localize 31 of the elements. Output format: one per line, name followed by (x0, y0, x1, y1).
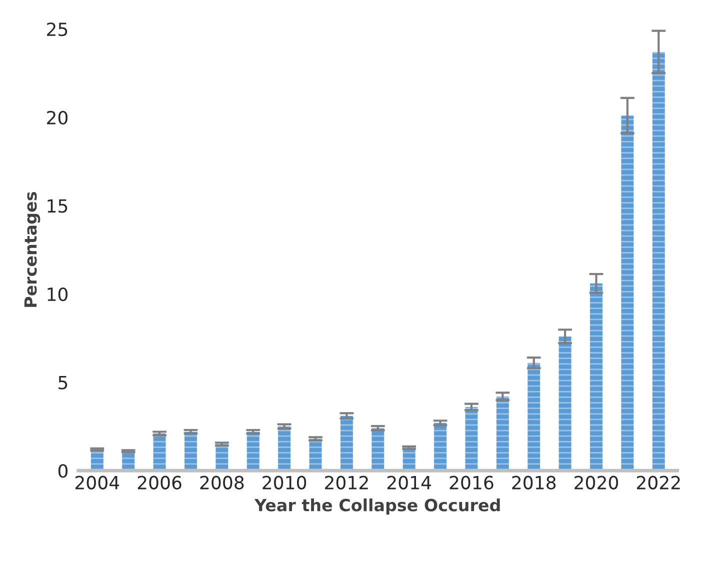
bar (434, 422, 447, 471)
bar (340, 416, 353, 471)
x-tick-label: 2016 (450, 476, 494, 490)
bar (372, 428, 384, 471)
y-tick-label: 20 (47, 110, 68, 124)
bar (528, 362, 540, 471)
x-tick-label: 2010 (262, 476, 306, 490)
y-tick-label: 15 (48, 199, 68, 213)
x-tick-label: 2004 (75, 476, 120, 490)
bar (621, 116, 634, 471)
x-tick-label: 2020 (574, 476, 618, 490)
bar (184, 432, 197, 471)
y-axis-title: Percentages (24, 192, 40, 307)
bar (558, 336, 572, 471)
bar (465, 407, 478, 471)
x-tick-label: 2008 (200, 476, 244, 490)
x-axis-title: Year the Collapse Occured (254, 498, 500, 515)
y-tick-label: 0 (58, 464, 68, 478)
x-tick-label: 2006 (138, 476, 182, 490)
bar (496, 396, 509, 471)
y-tick-label: 5 (58, 376, 68, 390)
y-tick-label: 25 (47, 22, 68, 36)
bar (652, 52, 665, 471)
x-tick-label: 2018 (512, 476, 556, 490)
x-tick-label: 2022 (636, 476, 680, 490)
bar (278, 426, 291, 471)
x-tick-label: 2012 (325, 476, 368, 490)
x-tick-label: 2014 (387, 476, 432, 490)
y-tick-label: 10 (48, 287, 68, 302)
bar (590, 283, 602, 471)
bar (246, 432, 260, 471)
